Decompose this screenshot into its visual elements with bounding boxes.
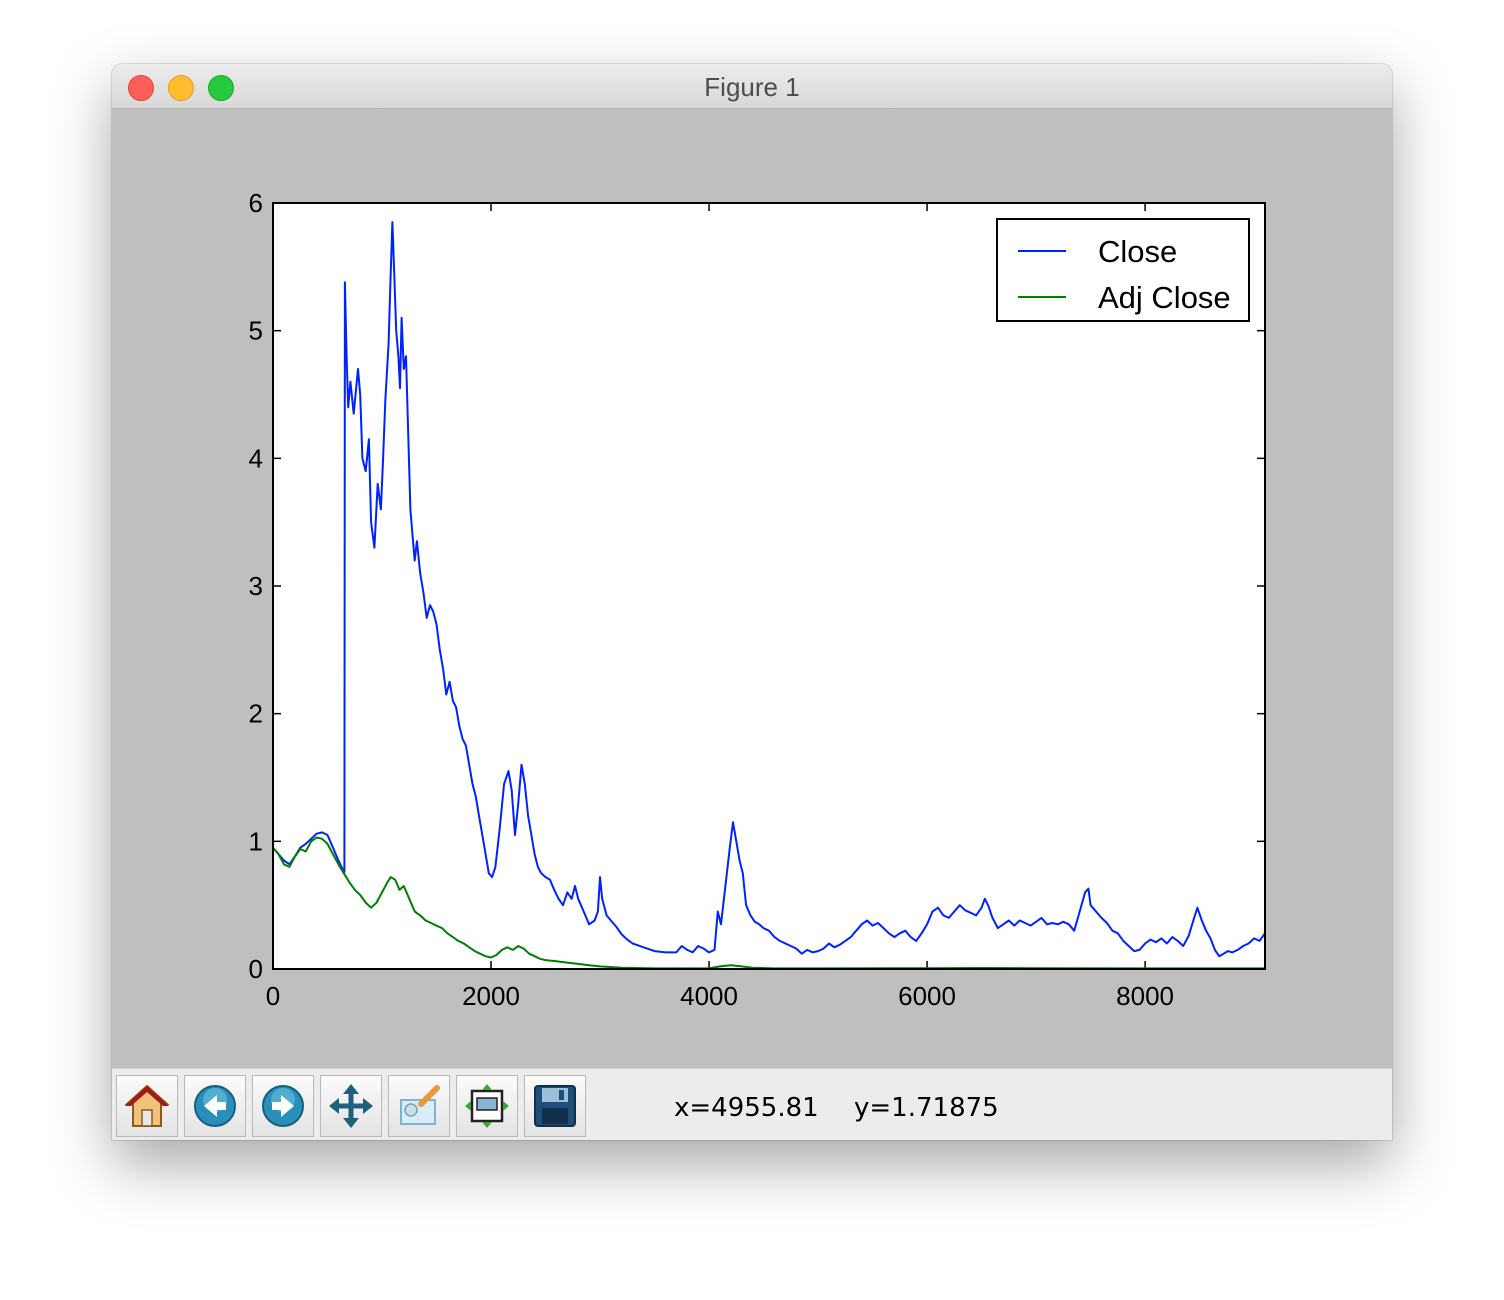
save-button[interactable]: [524, 1075, 586, 1137]
axes-frame: [272, 202, 1266, 970]
y-tick-label: 3: [249, 571, 263, 601]
legend-label-close: Close: [1098, 234, 1177, 269]
zoom-rect-button[interactable]: [388, 1075, 450, 1137]
figure-window: Figure 1 0 1 2 3 4 5 6 0 2000 4000 6000 8000 Close…: [112, 64, 1392, 1140]
legend-label-adj-close: Adj Close: [1098, 280, 1231, 315]
legend-frame: [996, 218, 1250, 322]
zoom-window-button[interactable]: [208, 75, 234, 101]
line-chart: 0 1 2 3 4 5 6 0 2000 4000 6000 8000 Close Adj Clos…: [249, 188, 1266, 1011]
zoom-rect-icon: [400, 1085, 440, 1125]
close-button[interactable]: [128, 75, 154, 101]
axes-background: [273, 203, 1265, 969]
y-tick-label: 1: [249, 826, 263, 856]
forward-icon: [262, 1085, 304, 1127]
x-tick-label: 0: [266, 981, 280, 1011]
y-tick-label: 5: [249, 316, 263, 346]
home-icon: [124, 1084, 170, 1127]
save-icon: [534, 1085, 576, 1127]
legend: Close Adj Close: [996, 218, 1250, 322]
subplots-icon: [465, 1084, 509, 1128]
pan-button[interactable]: [320, 1075, 382, 1137]
back-icon: [194, 1085, 236, 1127]
x-tick-label: 4000: [680, 981, 738, 1011]
y-tick-label: 0: [249, 954, 263, 984]
window-title: Figure 1: [704, 72, 800, 102]
navigation-toolbar: x=4955.81 y=1.71875: [112, 1068, 1392, 1140]
y-tick-label: 2: [249, 699, 263, 729]
back-button[interactable]: [184, 1075, 246, 1137]
series-line-close: [272, 221, 1266, 958]
x-tick-label: 2000: [462, 981, 520, 1011]
y-tick-label: 4: [249, 443, 263, 473]
subplots-button[interactable]: [456, 1075, 518, 1137]
title-bar[interactable]: Figure 1: [112, 64, 1392, 109]
x-tick-label: 6000: [898, 981, 956, 1011]
y-tick-label: 6: [249, 188, 263, 218]
pan-icon: [329, 1084, 373, 1128]
forward-button[interactable]: [252, 1075, 314, 1137]
y-coordinate-readout: y=1.71875: [854, 1093, 999, 1123]
x-tick-label: 8000: [1116, 981, 1174, 1011]
x-coordinate-readout: x=4955.81: [674, 1093, 819, 1123]
minimize-button[interactable]: [168, 75, 194, 101]
plot-canvas[interactable]: 0 1 2 3 4 5 6 0 2000 4000 6000 8000 Close Adj Clos…: [112, 108, 1392, 1068]
home-button[interactable]: [116, 1075, 178, 1137]
